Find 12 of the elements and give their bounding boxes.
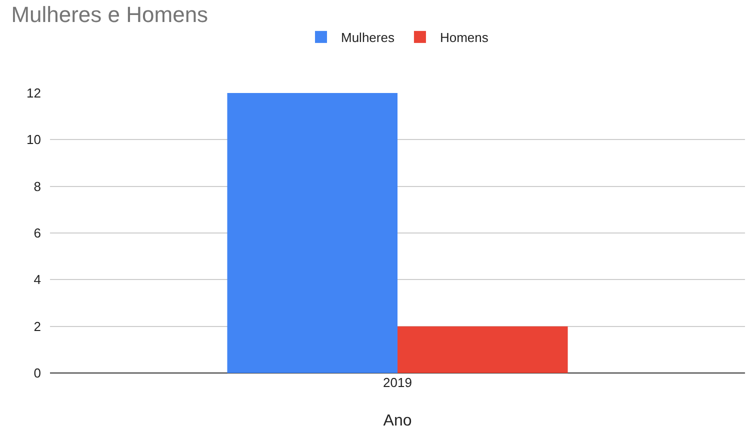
x-axis-title: Ano (383, 412, 412, 430)
chart-title: Mulheres e Homens (11, 2, 208, 28)
y-tick-label: 2 (34, 318, 41, 334)
y-tick-label: 4 (34, 272, 41, 288)
x-tick-label: 2019 (383, 375, 412, 390)
legend-label: Homens (440, 30, 489, 46)
y-tick-label: 12 (26, 86, 41, 101)
y-tick-label: 0 (34, 366, 41, 381)
y-tick-label: 10 (26, 132, 41, 148)
y-tick-label: 6 (34, 226, 41, 241)
y-tick-label: 8 (34, 178, 41, 194)
legend-label: Mulheres (341, 30, 395, 46)
